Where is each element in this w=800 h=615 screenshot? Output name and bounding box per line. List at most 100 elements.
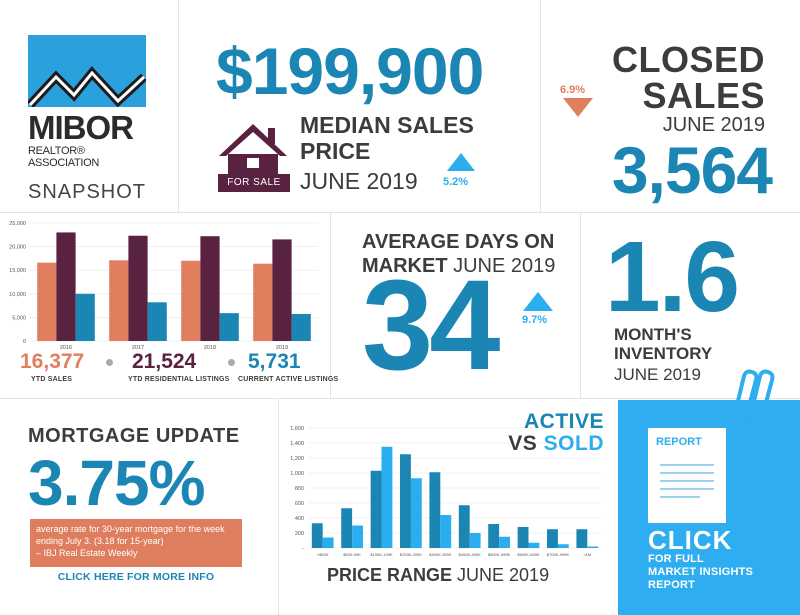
inventory-value: 1.6 — [605, 221, 740, 333]
avs-title-sold: SOLD — [543, 432, 604, 455]
x-tick-label: $600K-699K — [517, 552, 540, 557]
ytd-bar-chart: 0 5,000 10,000 15,000 20,000 25,000 2016 2017 20… — [9, 221, 318, 351]
x-tick-label: $50K-99K — [343, 552, 361, 557]
ytd-sales-value: 16,377 — [20, 350, 85, 373]
bar — [410, 478, 422, 548]
avg-days-title-line1: AVERAGE DAYS ON — [362, 231, 555, 253]
median-price-value: $199,900 — [216, 34, 484, 108]
bar — [440, 515, 452, 548]
bar — [219, 313, 239, 341]
y-tick-label: 200 — [295, 531, 304, 537]
bar — [400, 454, 411, 548]
active-listings-label: CURRENT ACTIVE LISTINGS — [238, 376, 339, 383]
y-tick-label: 400 — [295, 516, 304, 522]
logo-name: MIBOR — [28, 109, 134, 146]
bar — [547, 529, 558, 548]
up-arrow-icon — [523, 292, 553, 311]
median-price-title: MEDIAN SALES PRICE — [300, 112, 474, 164]
avs-title-vs: VS — [508, 432, 538, 455]
price-range-title: PRICE RANGE JUNE 2019 — [327, 565, 549, 586]
bar — [469, 533, 481, 548]
down-arrow-icon — [563, 98, 593, 117]
x-tick-label: 2016 — [60, 345, 72, 351]
bar — [352, 525, 363, 548]
avg-days-value: 34 — [362, 254, 500, 397]
closed-title-line1: CLOSED — [611, 39, 765, 80]
ytd-listings-value: 21,524 — [132, 350, 197, 373]
x-tick-label: $300K-399K — [429, 552, 452, 557]
bar — [488, 524, 500, 548]
y-tick-label: 1,000 — [290, 471, 304, 477]
avg-days-title: AVERAGE DAYS ON MARKET JUNE 2019 — [362, 230, 572, 278]
bar — [370, 470, 382, 548]
median-price-date: JUNE 2019 — [300, 168, 418, 194]
bar — [458, 505, 470, 548]
avs-title-line2: VS SOLD — [480, 432, 604, 456]
document-icon — [648, 428, 726, 523]
closed-sales-date: JUNE 2019 — [662, 114, 765, 136]
paperclip-icon — [730, 369, 775, 427]
bar — [587, 546, 599, 548]
bar — [128, 235, 148, 341]
up-arrow-icon — [447, 153, 475, 171]
closed-sales-title: CLOSED SALES — [560, 42, 765, 114]
y-tick-label: 1,400 — [290, 441, 304, 447]
closed-sales-value: 3,564 — [611, 133, 773, 207]
bar — [429, 472, 441, 548]
report-click-label: CLICK — [648, 525, 733, 555]
x-tick-label: 2019 — [276, 345, 288, 351]
bar — [341, 508, 353, 548]
report-sub-line2: MARKET INSIGHTS — [648, 566, 754, 578]
y-tick-label: 0 — [23, 339, 26, 345]
bar — [181, 260, 201, 341]
doc-line — [660, 472, 714, 474]
mortgage-note: average rate for 30-year mortgage for th… — [36, 524, 225, 546]
more-info-link[interactable]: CLICK HERE FOR MORE INFO — [57, 571, 215, 583]
active-vs-sold-chart: - 200 400 600 800 1,000 1,200 1,400 1,600 <$50K $5… — [290, 426, 602, 557]
x-tick-label: $100K-199K — [370, 552, 393, 557]
y-tick-label: 1,200 — [290, 456, 304, 462]
bar — [291, 313, 311, 341]
active-listings-value: 5,731 — [248, 350, 301, 373]
x-tick-label: <$50K — [317, 552, 329, 557]
bar — [147, 302, 167, 341]
doc-line — [660, 480, 714, 482]
mortgage-rate-value: 3.75% — [28, 447, 205, 519]
report-doc-label: REPORT — [656, 436, 702, 448]
market-insights-report-button[interactable]: REPORT CLICK FOR FULL MARKET INSIGHTS RE… — [618, 369, 800, 615]
bar — [311, 523, 323, 548]
y-tick-label: 800 — [295, 486, 304, 492]
bar — [200, 236, 220, 341]
y-tick-label: 1,600 — [290, 426, 304, 432]
price-range-label: PRICE RANGE — [327, 565, 453, 585]
for-sale-sign: FOR SALE — [218, 174, 290, 192]
logo-subtitle: REALTOR® ASSOCIATION — [28, 145, 100, 169]
inventory-date: JUNE 2019 — [614, 365, 701, 384]
separator-dot — [228, 359, 235, 366]
bar — [517, 527, 529, 548]
report-sub-line3: REPORT — [648, 579, 696, 591]
ytd-sales-label: YTD SALES — [31, 376, 73, 383]
snapshot-label: SNAPSHOT — [28, 181, 147, 203]
avg-days-market: MARKET — [362, 255, 448, 277]
house-icon — [219, 124, 287, 176]
avs-title-active: ACTIVE — [523, 410, 604, 433]
y-tick-label: 20,000 — [9, 245, 26, 251]
bar — [557, 544, 569, 548]
y-tick-label: 25,000 — [9, 221, 26, 227]
avg-days-date: JUNE 2019 — [453, 255, 556, 277]
x-tick-label: 2017 — [132, 345, 144, 351]
x-tick-label: $500K-599K — [488, 552, 511, 557]
mortgage-title: MORTGAGE UPDATE — [28, 425, 240, 447]
bar — [253, 263, 273, 341]
avg-days-change: 9.7% — [522, 314, 548, 326]
price-range-date: JUNE 2019 — [457, 565, 550, 585]
mibor-logo: MIBOR REALTOR® ASSOCIATION SNAPSHOT — [28, 35, 146, 204]
bar — [499, 536, 510, 548]
y-tick-label: 15,000 — [9, 268, 26, 274]
bar — [322, 537, 334, 548]
y-tick-label: 10,000 — [9, 292, 26, 298]
x-tick-label: >1M — [583, 552, 591, 557]
mountain-logo-icon — [28, 35, 146, 107]
bar — [576, 529, 588, 548]
